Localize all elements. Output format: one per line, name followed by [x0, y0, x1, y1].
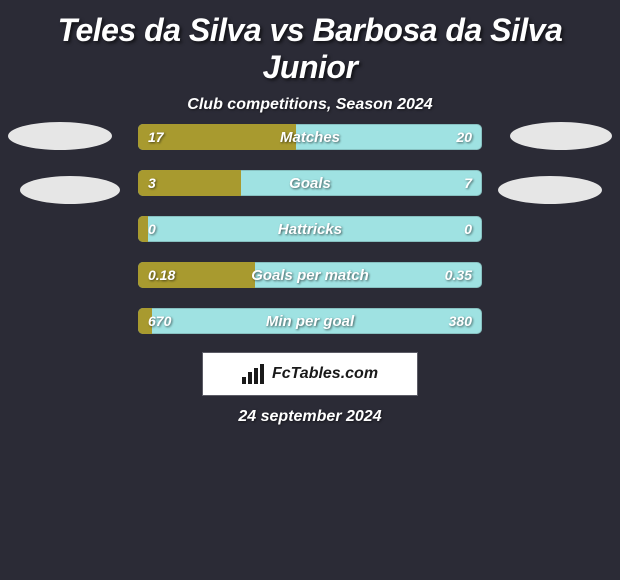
page-subtitle: Club competitions, Season 2024	[0, 96, 620, 114]
stat-value-left: 3	[148, 170, 156, 196]
bars-icon	[242, 364, 266, 384]
stat-value-right: 20	[456, 124, 472, 150]
stat-label: Min per goal	[138, 308, 482, 334]
brand-footer: FcTables.com	[202, 352, 418, 396]
stat-value-right: 380	[449, 308, 472, 334]
stat-value-right: 0	[464, 216, 472, 242]
page-title: Teles da Silva vs Barbosa da Silva Junio…	[0, 0, 620, 90]
stat-value-right: 7	[464, 170, 472, 196]
stat-bar-left	[138, 216, 148, 242]
stat-row: 670 380Min per goal	[138, 308, 482, 334]
stat-value-left: 0.18	[148, 262, 175, 288]
stat-row: 0 0Hattricks	[138, 216, 482, 242]
decorative-ellipse	[8, 122, 112, 150]
decorative-ellipse	[20, 176, 120, 204]
stat-row: 1720Matches	[138, 124, 482, 150]
stat-label: Hattricks	[138, 216, 482, 242]
decorative-ellipse	[498, 176, 602, 204]
date-label: 24 september 2024	[0, 408, 620, 426]
decorative-ellipse	[510, 122, 612, 150]
stat-value-left: 670	[148, 308, 171, 334]
stat-row: 0.180.35Goals per match	[138, 262, 482, 288]
stat-row: 37Goals	[138, 170, 482, 196]
brand-name: FcTables.com	[272, 365, 378, 383]
stat-value-left: 17	[148, 124, 164, 150]
stat-value-left: 0	[148, 216, 156, 242]
comparison-bars: 1720Matches37Goals00Hattricks0.180.35Goa…	[138, 124, 482, 334]
stat-value-right: 0.35	[445, 262, 472, 288]
